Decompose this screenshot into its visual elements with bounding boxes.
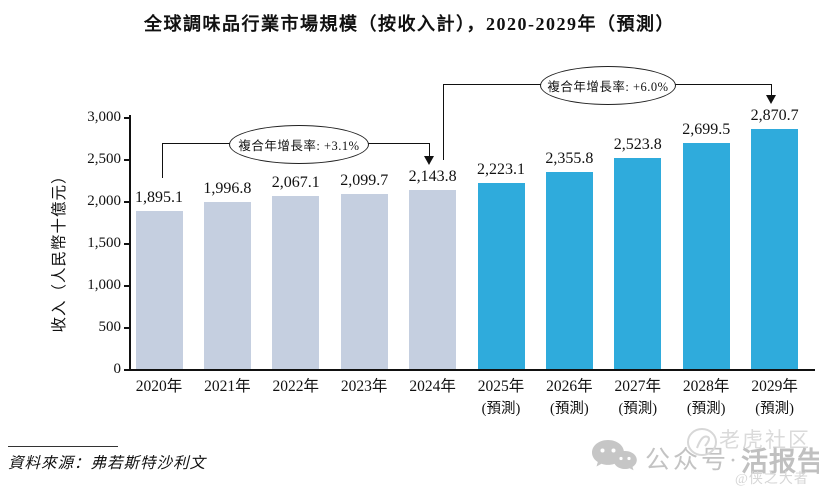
cagr2-bubble: 複合年增長率: +6.0% [540,66,676,105]
value-label-2020: 1,895.1 [135,188,183,206]
y-tick-label-0: 0 [113,360,122,377]
watermark-author-handle: @侠之大者 [735,472,809,487]
x-tick-label-2029: 2029年 [751,378,798,395]
x-tick-label-2023: 2023年 [340,378,388,395]
y-tick-label-2,500: 2,500 [87,150,121,167]
x-tick-label-2025: 2025年 [477,378,525,395]
x-tick-sublabel-2026: (預測) [550,401,589,417]
value-label-2021: 1,996.8 [203,180,252,198]
cagr1-arrow-stem [429,143,431,157]
cagr1-arrowhead-icon [424,156,435,165]
value-label-2028: 2,699.5 [682,121,731,139]
value-label-2026: 2,355.8 [545,150,594,168]
watermark-doodle-icon [687,428,717,456]
cagr2-arrowhead-icon [766,95,777,104]
value-label-2022: 2,067.1 [271,174,320,192]
y-tick-label-3,000: 3,000 [87,108,121,125]
watermark-overlay-community: 老虎社区 [719,428,811,452]
bar-2022 [272,196,320,370]
x-tick-sublabel-2025: (預測) [481,401,521,417]
y-axis-line [129,115,131,371]
watermark-brand: 活报告 [741,447,819,477]
x-tick-label-2027: 2027年 [614,378,662,395]
value-label-2029: 2,870.7 [750,106,799,124]
source-text: 資料來源：弗若斯特沙利文 [8,455,207,472]
bar-2024 [409,189,457,370]
y-tick-mark-500 [124,327,129,329]
x-tick-label-2021: 2021年 [204,378,251,395]
x-tick-sublabel-2028: (預測) [686,401,726,417]
x-tick-sublabel-2027: (預測) [618,401,658,417]
wechat-icon [592,440,637,471]
value-label-2024: 2,143.8 [408,167,457,185]
value-label-2023: 2,099.7 [340,171,389,189]
y-tick-mark-3,000 [124,117,129,119]
bar-2020 [135,210,183,370]
x-tick-label-2028: 2028年 [682,378,730,395]
cagr1-left-drop-line [162,143,164,178]
bar-2026 [545,172,593,370]
cagr1-bubble: 複合年增長率: +3.1% [229,125,369,164]
bar-2027 [614,158,662,370]
x-tick-label-2022: 2022年 [272,378,320,395]
y-tick-mark-1,500 [124,243,129,245]
y-tick-label-500: 500 [98,318,122,335]
bar-2025 [477,183,525,370]
watermark: 公众号 · 老虎社区 活报告 @侠之大者 [583,424,819,487]
y-tick-mark-0 [124,369,129,371]
y-tick-label-2,000: 2,000 [87,192,121,209]
x-tick-sublabel-2029: (預測) [755,401,794,417]
y-tick-mark-1,000 [124,285,129,287]
y-tick-label-1,000: 1,000 [87,276,121,293]
cagr2-label: 複合年增長率: +6.0% [547,80,669,94]
cagr2-arrow-stem [771,84,773,96]
value-label-2027: 2,523.8 [613,136,662,153]
source-divider [8,446,118,448]
bar-2021 [203,202,251,370]
watermark-separator: · [729,448,737,474]
y-tick-label-1,500: 1,500 [87,234,121,251]
bar-2029 [751,128,799,370]
value-label-2025: 2,223.1 [477,161,525,179]
y-tick-mark-2,000 [124,201,129,203]
cagr2-left-drop-line [443,84,445,160]
bar-2023 [340,193,388,370]
x-tick-label-2026: 2026年 [546,378,593,395]
bar-2028 [682,143,730,370]
y-tick-mark-2,500 [124,159,129,161]
chart-title: 全球調味品行業市場規模（按收入計），2020-2029年（預測） [144,14,675,34]
x-tick-label-2024: 2024年 [409,378,456,395]
x-tick-label-2020: 2020年 [135,378,183,395]
cagr1-label: 複合年增長率: +3.1% [238,139,360,153]
x-axis-line [129,369,815,372]
